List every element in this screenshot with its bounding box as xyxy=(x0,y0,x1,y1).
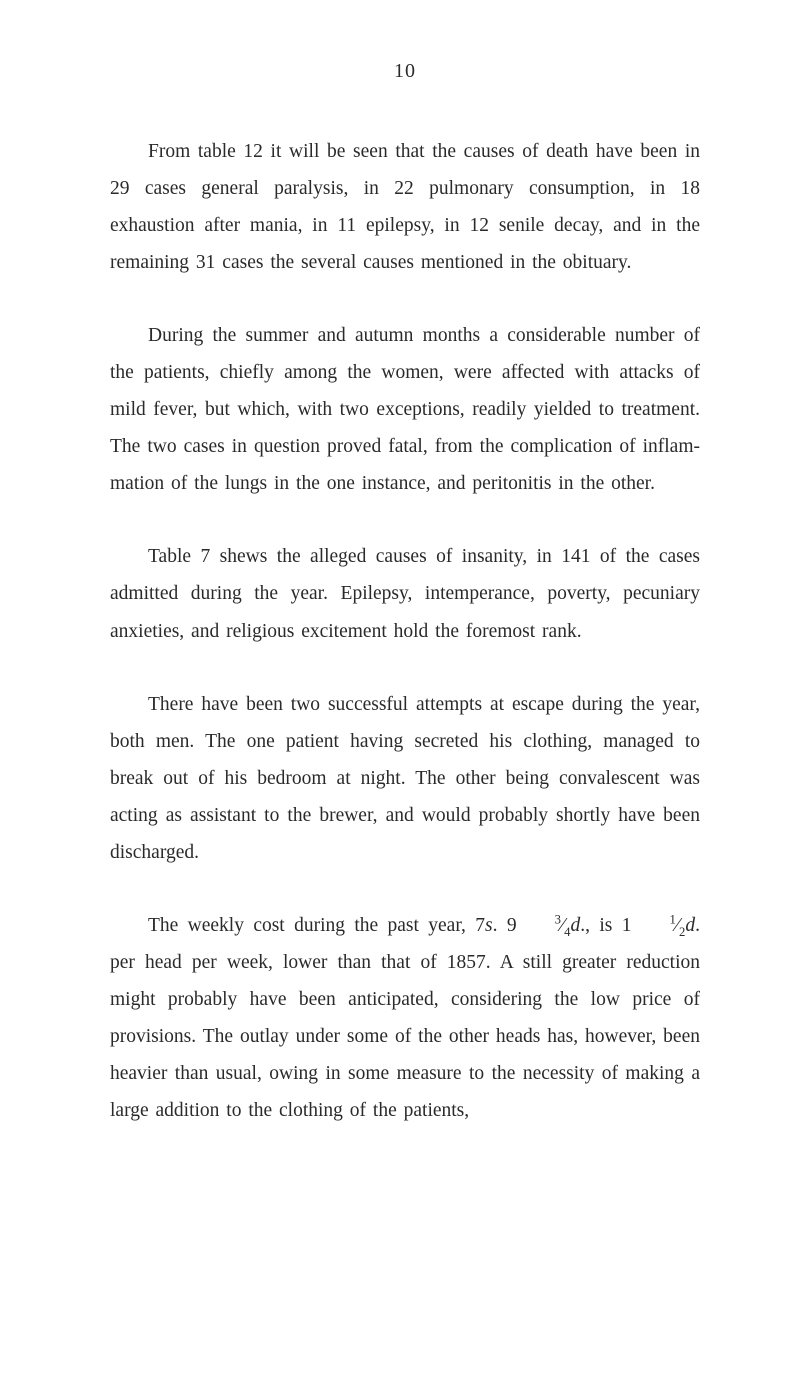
p5-text-3: ., is 1 xyxy=(580,915,631,936)
paragraph-2: During the summer and autumn months a co… xyxy=(110,317,700,502)
fraction-numerator: 3 xyxy=(555,912,561,926)
p5-text-2: . 9 xyxy=(493,915,517,936)
pence-d-2: d xyxy=(685,915,695,936)
paragraph-5: The weekly cost during the past year, 7s… xyxy=(110,907,700,1129)
fraction-numerator: 1 xyxy=(669,912,675,926)
fraction-one-half: 1⁄2 xyxy=(631,907,685,944)
fraction-three-quarters: 3⁄4 xyxy=(517,907,571,944)
paragraph-3: Table 7 shews the alleged causes of insa… xyxy=(110,538,700,649)
pence-d-1: d xyxy=(571,915,581,936)
shilling-s: s xyxy=(485,915,493,936)
paragraph-4: There have been two successful attempts … xyxy=(110,686,700,871)
page-number: 10 xyxy=(110,60,700,83)
paragraph-1: From table 12 it will be seen that the c… xyxy=(110,133,700,281)
p5-text-4: . per head per week, lower than that of … xyxy=(110,915,700,1121)
p5-text-1: The weekly cost during the past year, 7 xyxy=(148,915,485,936)
